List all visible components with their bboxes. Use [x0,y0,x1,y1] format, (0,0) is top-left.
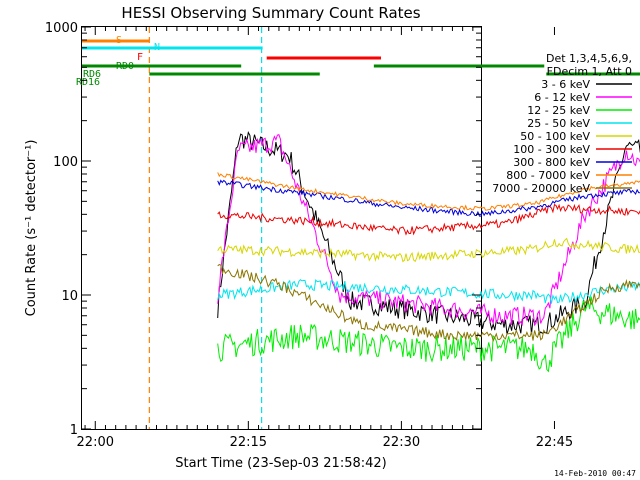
x-tick-label: 22:30 [383,435,420,450]
plot-frame [81,26,482,430]
flag-label-f: F [137,52,143,63]
legend-entry: 6 - 12 keV [534,91,590,104]
series-trace [217,279,640,304]
legend-entry: 300 - 800 keV [513,156,590,169]
legend-entry: 25 - 50 keV [527,117,590,130]
flag-label-n: N [154,42,160,53]
y-tick-label: 10 [61,289,78,304]
legend-entry: 3 - 6 keV [541,78,590,91]
flag-label-s: S [116,35,122,46]
chart-title: HESSI Observing Summary Count Rates [121,4,420,22]
legend-entry: 7000 - 20000 keV [492,182,590,195]
series-trace [217,237,640,263]
flag-label-rd6: RD6 [83,69,101,80]
series-trace [217,179,640,217]
series-trace [217,203,640,236]
y-tick-label: 1 [70,423,78,438]
series-trace [217,172,640,211]
y-axis-label: Count Rate (s⁻¹ detector⁻¹) [24,140,39,317]
flag-label-rd0: RD0 [116,61,134,72]
legend-header: Det 1,3,4,5,6,9, [546,52,632,65]
legend-entry: 800 - 7000 keV [506,169,590,182]
legend: Det 1,3,4,5,6,9,FDecim 1, Att 03 - 6 keV… [492,52,632,195]
x-tick-label: 22:00 [77,435,114,450]
x-tick-label: 22:45 [536,435,573,450]
series-trace [217,264,640,343]
ticks-layer: 22:0022:1522:3022:4523:0023:1523:3011010… [45,21,573,450]
legend-entry: 100 - 300 keV [513,143,590,156]
flag-label-rd16: RD16 [76,77,100,88]
series-trace [217,296,640,373]
y-tick-label: 100 [53,155,78,170]
x-axis-label: Start Time (23-Sep-03 21:58:42) [175,456,386,471]
legend-entry: 12 - 25 keV [527,104,590,117]
timestamp: 14-Feb-2010 00:47 [554,469,636,478]
x-tick-label: 22:15 [230,435,267,450]
y-tick-label: 1000 [45,21,78,36]
legend-entry: 50 - 100 keV [520,130,590,143]
series-trace [217,133,640,327]
series-trace [217,131,640,336]
series-layer [217,131,640,373]
legend-header: FDecim 1, Att 0 [547,65,632,78]
